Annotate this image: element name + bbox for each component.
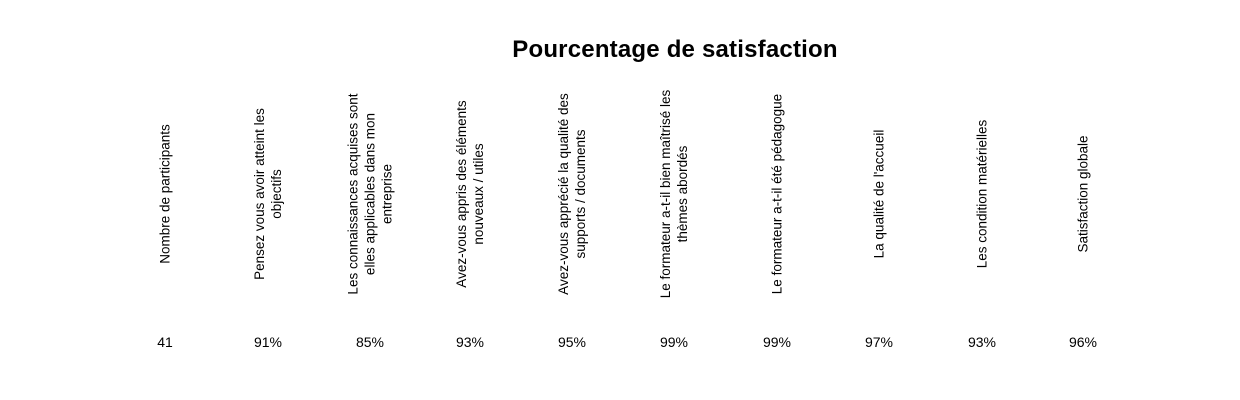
column-header-label: Nombre de participants [157, 124, 173, 264]
column-header: Les connaissances acquises sont elles ap… [320, 88, 420, 300]
column-header-label: Les condition matérielles [974, 119, 990, 269]
column-value: 95% [557, 334, 587, 350]
column-header-label: Pensez vous avoir atteint les objectifs [252, 108, 284, 280]
column-formateur-pedagogue: Le formateur a-t-il été pédagogue 99% [727, 88, 827, 368]
column-header: Avez-vous apprécié la qualité des suppor… [522, 88, 622, 300]
column-value: 93% [967, 334, 997, 350]
column-elements-nouveaux: Avez-vous appris des éléments nouveaux /… [420, 88, 520, 368]
column-header-label: Avez-vous appris des éléments nouveaux /… [454, 100, 486, 288]
column-formateur-themes: Le formateur a-t-il bien maîtrisé les th… [624, 88, 724, 368]
column-value: 99% [659, 334, 689, 350]
column-supports: Avez-vous apprécié la qualité des suppor… [522, 88, 622, 368]
column-header-label: Avez-vous apprécié la qualité des suppor… [556, 93, 588, 295]
column-objectifs: Pensez vous avoir atteint les objectifs … [218, 88, 318, 368]
column-header-label: La qualité de l'accueil [871, 129, 887, 259]
column-header: Pensez vous avoir atteint les objectifs [218, 88, 318, 300]
column-value: 91% [253, 334, 283, 350]
column-header-label: Le formateur a-t-il été pédagogue [769, 93, 785, 295]
column-connaissances: Les connaissances acquises sont elles ap… [320, 88, 420, 368]
column-accueil: La qualité de l'accueil 97% [829, 88, 929, 368]
column-materielles: Les condition matérielles 93% [932, 88, 1032, 368]
column-header: Le formateur a-t-il bien maîtrisé les th… [624, 88, 724, 300]
column-value: 41 [157, 334, 173, 350]
column-header: Le formateur a-t-il été pédagogue [727, 88, 827, 300]
column-header-label: Le formateur a-t-il bien maîtrisé les th… [658, 89, 690, 299]
column-header: Satisfaction globale [1033, 88, 1133, 300]
column-value: 97% [864, 334, 894, 350]
column-header: Nombre de participants [115, 88, 215, 300]
column-value: 93% [455, 334, 485, 350]
column-participants: Nombre de participants 41 [115, 88, 215, 368]
column-header: Les condition matérielles [932, 88, 1032, 300]
column-header-label: Satisfaction globale [1075, 135, 1091, 253]
column-value: 96% [1068, 334, 1098, 350]
column-header-label: Les connaissances acquises sont elles ap… [345, 93, 395, 295]
page-title: Pourcentage de satisfaction [512, 36, 838, 63]
column-value: 85% [355, 334, 385, 350]
column-value: 99% [762, 334, 792, 350]
column-globale: Satisfaction globale 96% [1033, 88, 1133, 368]
column-header: Avez-vous appris des éléments nouveaux /… [420, 88, 520, 300]
column-header: La qualité de l'accueil [829, 88, 929, 300]
